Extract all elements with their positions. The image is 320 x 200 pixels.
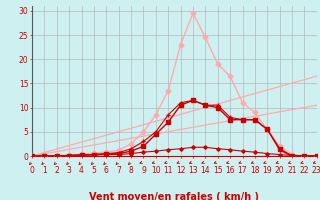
X-axis label: Vent moyen/en rafales ( km/h ): Vent moyen/en rafales ( km/h ) <box>89 192 260 200</box>
